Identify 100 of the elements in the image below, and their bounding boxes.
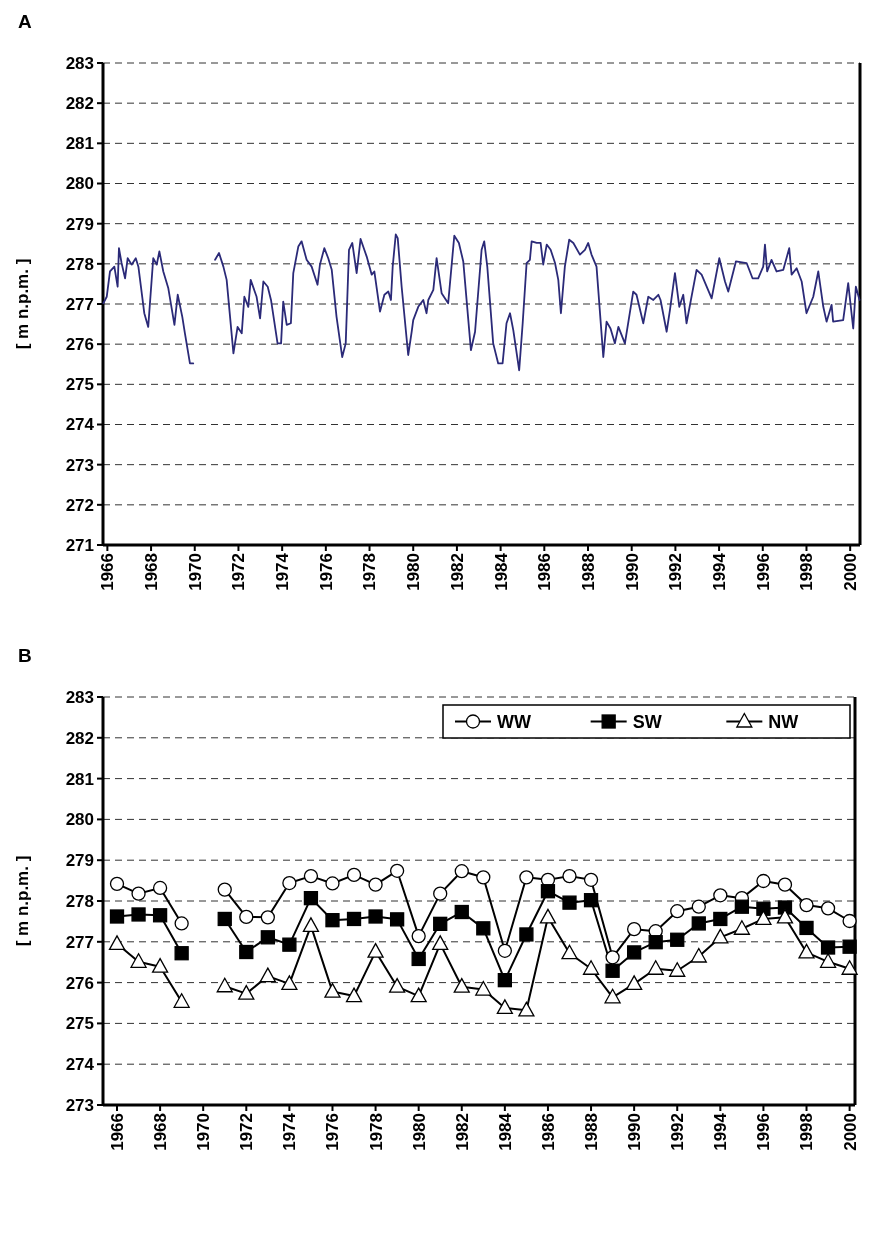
point <box>755 910 772 926</box>
x-tick-label: 1984 <box>495 1112 515 1151</box>
x-tick-label: 1978 <box>360 553 380 591</box>
point <box>562 868 577 884</box>
x-tick-label: 1988 <box>578 553 598 591</box>
point <box>346 911 362 927</box>
point <box>733 920 751 935</box>
point <box>109 909 125 924</box>
point <box>217 911 232 927</box>
x-tick-label: 1972 <box>229 553 249 591</box>
x-tick-label: 1978 <box>366 1113 386 1151</box>
point <box>217 882 232 897</box>
point <box>433 886 448 901</box>
point <box>734 899 750 914</box>
point <box>130 953 147 968</box>
point <box>454 904 469 920</box>
point <box>776 908 794 924</box>
point <box>561 944 578 960</box>
x-tick-label: 1976 <box>323 1113 343 1151</box>
point <box>712 928 729 944</box>
point <box>239 909 254 925</box>
point <box>819 953 837 968</box>
point <box>540 884 556 899</box>
point <box>647 960 664 975</box>
point <box>476 921 491 936</box>
x-tick-label: 1982 <box>452 1113 472 1151</box>
point <box>842 913 857 929</box>
y-tick-label: 281 <box>65 134 94 154</box>
chart-title: B <box>18 645 32 666</box>
point <box>324 982 341 998</box>
point <box>626 922 642 937</box>
x-tick-label: 1968 <box>142 553 162 591</box>
point <box>670 932 685 947</box>
point <box>411 928 426 944</box>
point <box>562 895 577 910</box>
point <box>260 910 275 925</box>
y-axis-title: [ m n.p.m. ] <box>12 855 32 947</box>
y-tick-label: 283 <box>65 687 94 707</box>
point <box>131 907 146 922</box>
y-tick-label: 279 <box>65 214 94 234</box>
x-tick-label: 1968 <box>151 1113 171 1151</box>
point <box>389 912 405 927</box>
point <box>841 960 858 975</box>
point <box>410 987 427 1003</box>
y-axis-title: [ m n.p.m. ] <box>12 258 32 350</box>
y-tick-label: 272 <box>65 495 94 515</box>
point <box>216 977 233 993</box>
y-tick-label: 280 <box>65 174 94 194</box>
point <box>820 940 836 955</box>
point <box>346 867 362 883</box>
x-tick-label: 1998 <box>797 553 817 591</box>
point <box>604 988 621 1004</box>
point <box>691 899 706 914</box>
y-tick-label: 279 <box>65 851 94 871</box>
point <box>518 1001 535 1017</box>
x-tick-label: 1980 <box>404 553 424 591</box>
point <box>476 870 491 885</box>
x-tick-label: 1994 <box>711 1112 731 1151</box>
point <box>626 945 642 960</box>
point <box>152 880 168 896</box>
y-tick-label: 278 <box>65 891 94 911</box>
point <box>670 904 685 919</box>
x-tick-label: 2000 <box>841 553 861 591</box>
x-tick-label: 1990 <box>622 553 642 591</box>
x-tick-label: 1972 <box>237 1113 257 1151</box>
point <box>109 876 125 892</box>
y-tick-label: 276 <box>65 973 94 993</box>
point <box>433 916 448 931</box>
y-tick-label: 273 <box>65 455 94 475</box>
y-tick-label: 275 <box>65 375 94 395</box>
point <box>281 975 298 990</box>
point <box>282 875 297 891</box>
point <box>756 873 771 889</box>
point <box>842 939 857 954</box>
point <box>389 863 405 878</box>
x-tick-label: 1982 <box>447 553 467 591</box>
point <box>713 888 728 903</box>
point <box>239 944 254 960</box>
point <box>260 930 275 945</box>
point <box>411 951 426 967</box>
point <box>303 868 319 884</box>
point <box>497 943 513 958</box>
point <box>131 886 146 901</box>
point <box>648 935 663 950</box>
legend-label: NW <box>768 711 799 732</box>
y-tick-label: 277 <box>65 294 94 314</box>
chart-title: A <box>18 11 32 32</box>
point <box>605 950 620 965</box>
y-tick-label: 274 <box>65 415 95 435</box>
x-tick-label: 1988 <box>582 1113 601 1151</box>
point <box>345 987 363 1003</box>
point <box>108 935 126 950</box>
legend-label: WW <box>497 711 531 732</box>
x-tick-label: 1992 <box>666 553 686 591</box>
point <box>519 927 534 942</box>
x-tick-label: 1992 <box>668 1113 688 1151</box>
point <box>151 958 169 973</box>
y-tick-label: 283 <box>65 53 94 73</box>
y-tick-label: 281 <box>65 769 94 789</box>
point <box>325 876 340 891</box>
